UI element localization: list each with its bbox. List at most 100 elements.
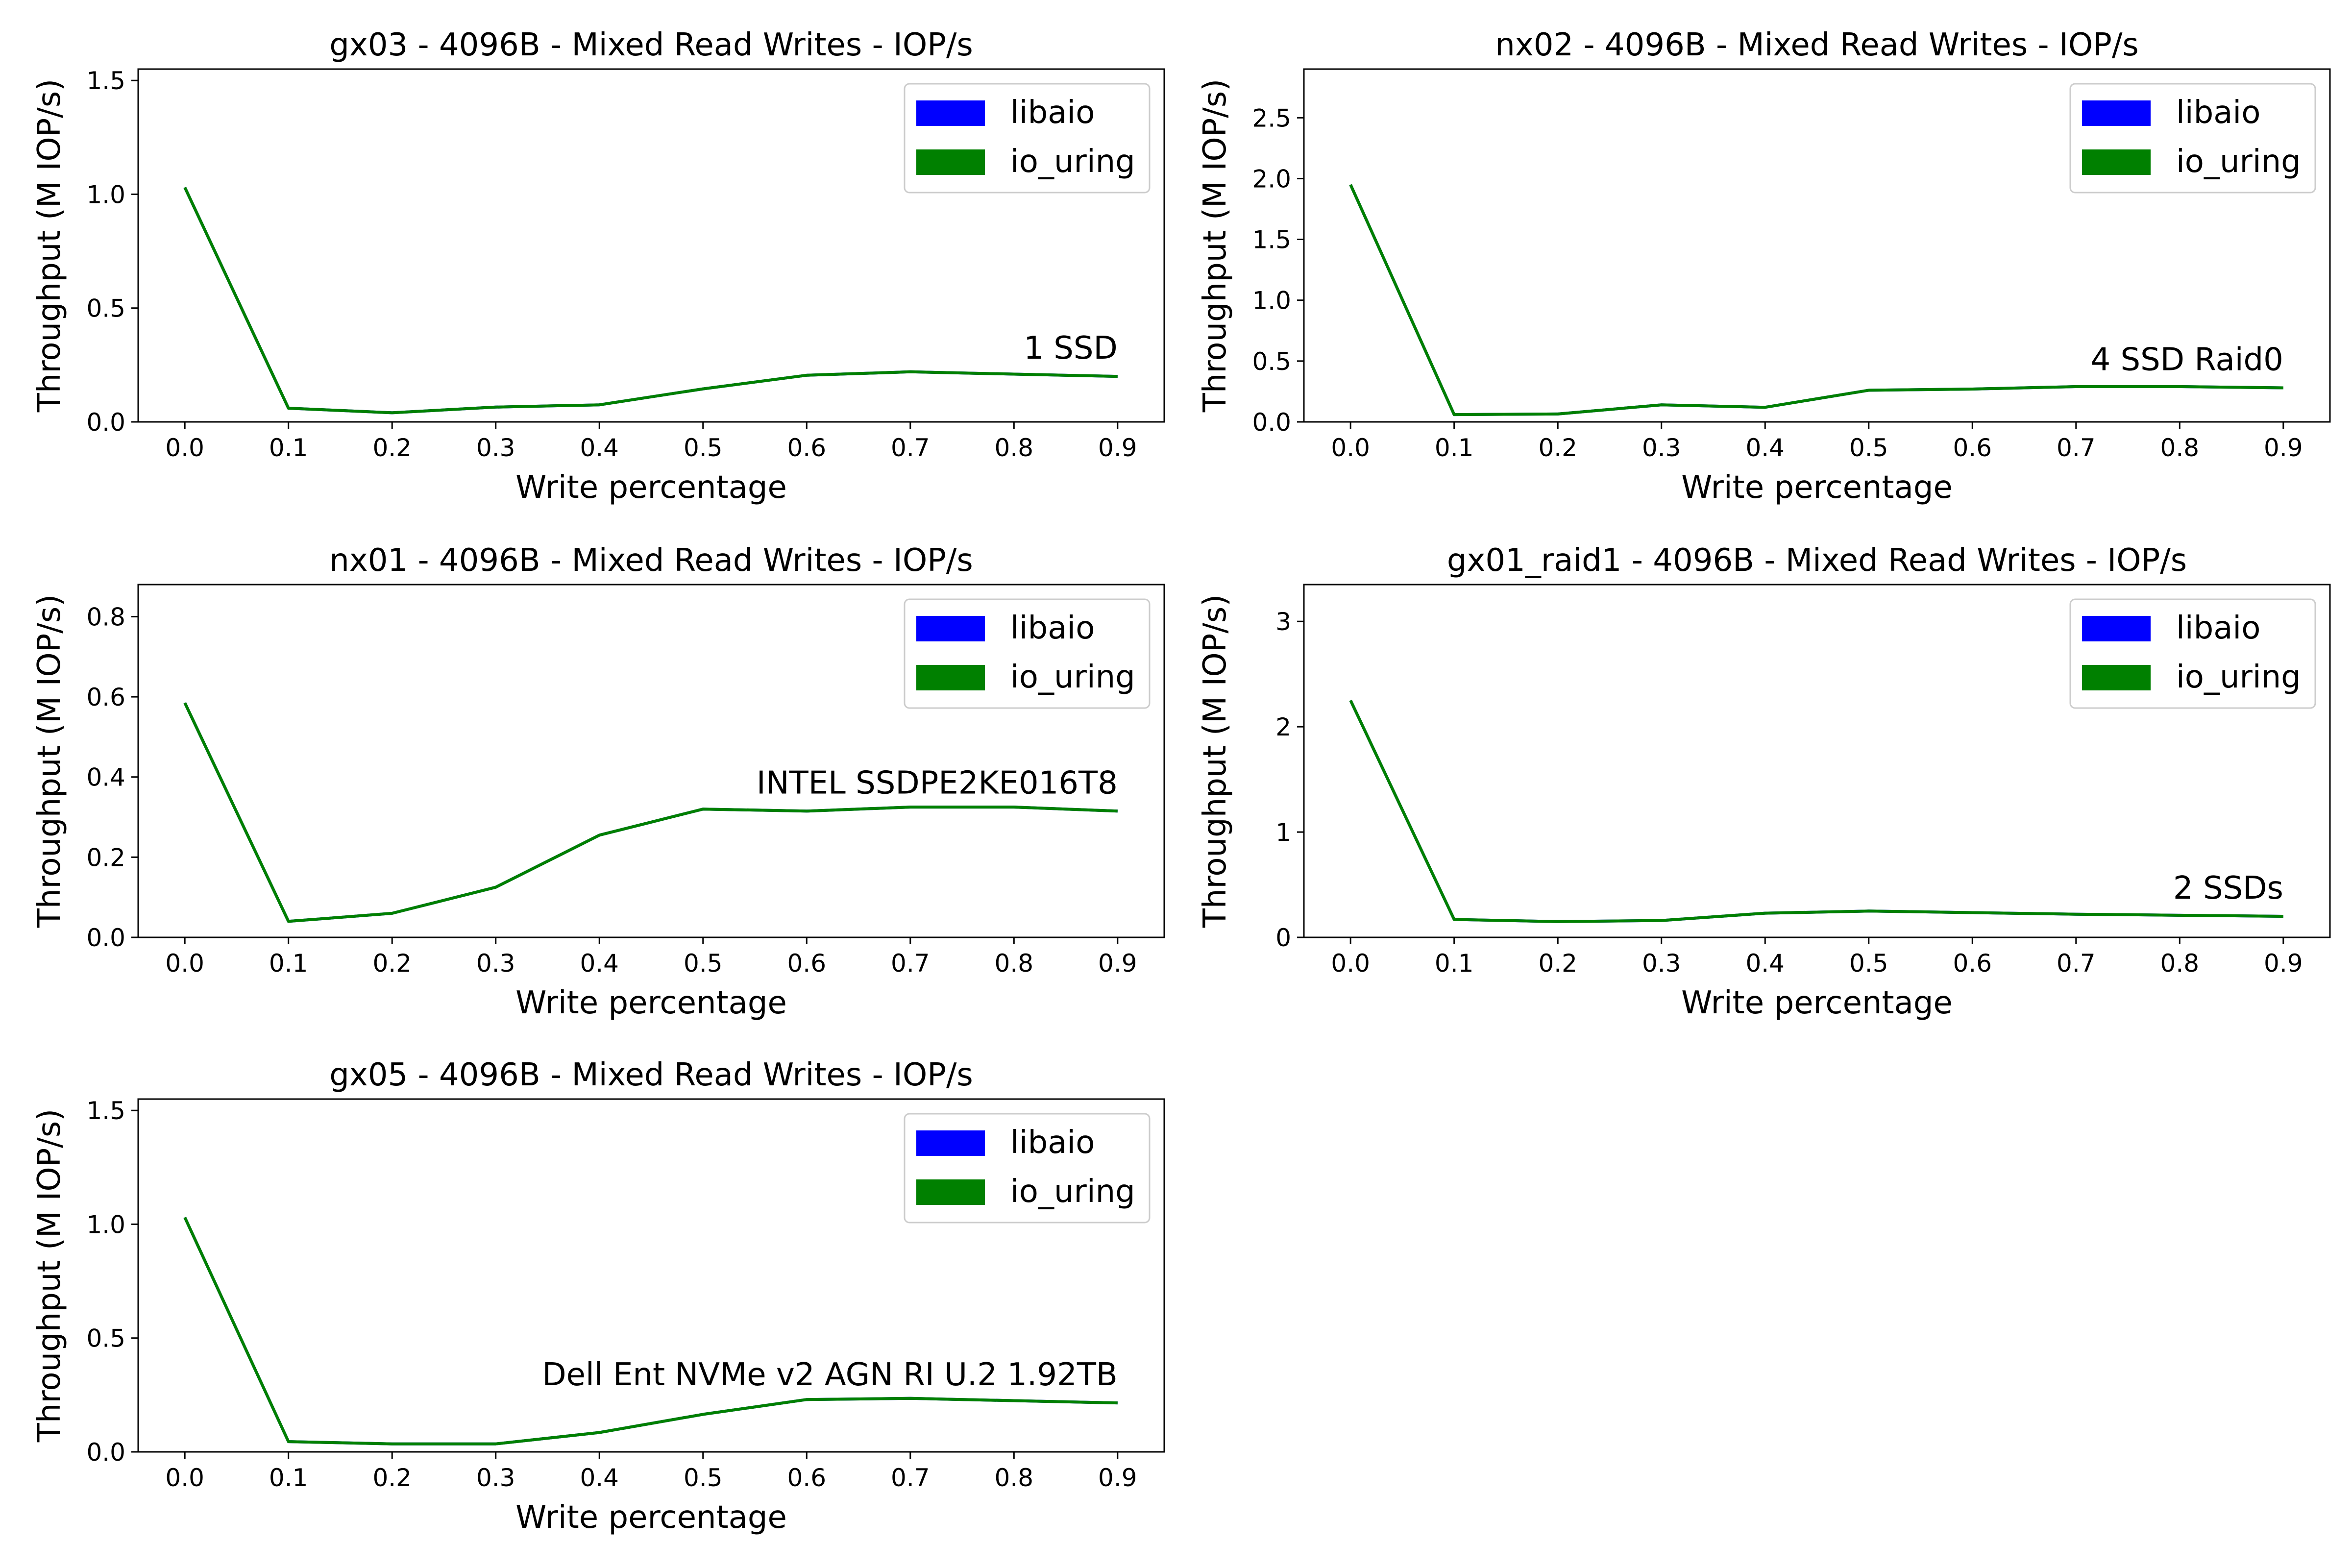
y-axis-label: Throughput (M IOP/s) (1197, 594, 1233, 928)
x-tick-label: 0.1 (1435, 434, 1474, 462)
subplot-5: gx05 - 4096B - Mixed Read Writes - IOP/s… (31, 1057, 1165, 1536)
chart-title: nx02 - 4096B - Mixed Read Writes - IOP/s (1495, 27, 2138, 63)
legend: libaio io_uring (904, 83, 1151, 194)
x-tick-label: 0.2 (372, 1464, 412, 1492)
series-line-libaio (1349, 700, 2283, 923)
y-tick-label: 0.5 (1252, 347, 1291, 376)
legend-label-io-uring: io_uring (2176, 659, 2301, 695)
legend-swatch-libaio (2082, 100, 2151, 126)
x-tick-label: 0.6 (787, 434, 827, 462)
x-tick-label: 0.4 (580, 949, 619, 978)
x-tick-label: 0.3 (1642, 949, 1681, 978)
x-tick-label: 0.8 (2160, 949, 2200, 978)
series-line-io-uring (183, 702, 1118, 923)
x-tick-label: 0.9 (1098, 1464, 1137, 1492)
x-tick-label: 0.9 (2264, 949, 2303, 978)
x-tick-label: 0.9 (1098, 434, 1137, 462)
y-tick-label: 0.0 (86, 924, 125, 952)
x-tick-label: 0.5 (684, 949, 723, 978)
x-axis-label: Write percentage (1681, 469, 1953, 506)
x-tick-label: 0.2 (1538, 434, 1577, 462)
legend: libaio io_uring (904, 598, 1151, 709)
y-axis-label: Throughput (M IOP/s) (1197, 79, 1233, 413)
subplot-2: nx02 - 4096B - Mixed Read Writes - IOP/s… (1197, 27, 2331, 506)
y-tick-label: 0.0 (86, 1438, 125, 1467)
x-tick-label: 0.7 (891, 1464, 930, 1492)
subplot-3: nx01 - 4096B - Mixed Read Writes - IOP/s… (31, 542, 1165, 1021)
series-line-io-uring (183, 187, 1118, 415)
x-tick-label: 0.9 (2264, 434, 2303, 462)
x-tick-label: 0.6 (787, 1464, 827, 1492)
y-tick-label: 1.0 (86, 180, 125, 209)
x-tick-label: 0.7 (2057, 949, 2096, 978)
x-tick-label: 0.1 (269, 434, 308, 462)
legend-swatch-libaio (916, 616, 985, 641)
x-tick-label: 0.0 (1331, 434, 1370, 462)
x-tick-label: 0.0 (165, 949, 204, 978)
y-axis-label: Throughput (M IOP/s) (31, 594, 68, 928)
annotation-label: INTEL SSDPE2KE016T8 (757, 765, 1118, 801)
x-tick-label: 0.0 (165, 1464, 204, 1492)
x-tick-label: 0.6 (1953, 434, 1992, 462)
y-axis-label: Throughput (M IOP/s) (31, 1109, 68, 1443)
x-tick-label: 0.8 (995, 434, 1034, 462)
x-tick-label: 0.5 (1849, 434, 1888, 462)
legend: libaio io_uring (2069, 83, 2316, 194)
legend-swatch-io-uring (916, 149, 985, 175)
annotation-label: 2 SSDs (2173, 870, 2283, 906)
chart-title: gx03 - 4096B - Mixed Read Writes - IOP/s (329, 27, 973, 63)
chart-title: nx01 - 4096B - Mixed Read Writes - IOP/s (329, 542, 973, 579)
x-tick-label: 0.2 (1538, 949, 1577, 978)
x-tick-label: 0.6 (1953, 949, 1992, 978)
x-tick-label: 0.6 (787, 949, 827, 978)
annotation-label: 1 SSD (1024, 330, 1118, 367)
legend-label-libaio: libaio (2176, 610, 2260, 646)
legend-swatch-libaio (2082, 616, 2151, 641)
axes-frame (1303, 68, 2331, 423)
subplot-4: gx01_raid1 - 4096B - Mixed Read Writes -… (1197, 542, 2331, 1021)
x-tick-label: 0.4 (580, 434, 619, 462)
legend-label-libaio: libaio (2176, 95, 2260, 131)
series-line-libaio (183, 1217, 1118, 1446)
x-tick-label: 0.5 (684, 1464, 723, 1492)
x-tick-label: 0.8 (2160, 434, 2200, 462)
series-line-io-uring (183, 1217, 1118, 1446)
y-tick-label: 0.5 (86, 294, 125, 323)
x-tick-label: 0.0 (1331, 949, 1370, 978)
legend-label-io-uring: io_uring (2176, 144, 2301, 180)
x-tick-label: 0.8 (995, 1464, 1034, 1492)
x-tick-label: 0.7 (891, 949, 930, 978)
x-tick-label: 0.4 (580, 1464, 619, 1492)
axes-frame (1303, 584, 2331, 938)
legend-swatch-libaio (916, 100, 985, 126)
legend-label-libaio: libaio (1010, 1125, 1095, 1161)
x-tick-label: 0.3 (1642, 434, 1681, 462)
y-tick-label: 2 (1275, 713, 1291, 741)
x-tick-label: 0.5 (684, 434, 723, 462)
x-tick-label: 0.7 (891, 434, 930, 462)
y-tick-label: 0.0 (86, 408, 125, 437)
legend-label-io-uring: io_uring (1010, 659, 1135, 695)
chart-title: gx05 - 4096B - Mixed Read Writes - IOP/s (329, 1057, 973, 1093)
axes-frame (137, 584, 1165, 938)
series-line-libaio (1349, 184, 2283, 416)
x-tick-label: 0.3 (476, 1464, 515, 1492)
x-tick-label: 0.2 (372, 949, 412, 978)
x-axis-label: Write percentage (1681, 985, 1953, 1021)
series-line-libaio (183, 702, 1118, 923)
legend-label-io-uring: io_uring (1010, 1174, 1135, 1210)
series-line-libaio (183, 187, 1118, 415)
subplot-1: gx03 - 4096B - Mixed Read Writes - IOP/s… (31, 27, 1165, 506)
annotation-label: Dell Ent NVMe v2 AGN RI U.2 1.92TB (542, 1357, 1117, 1393)
legend-label-libaio: libaio (1010, 610, 1095, 646)
y-tick-label: 2.0 (1252, 165, 1291, 193)
series-line-io-uring (1349, 700, 2283, 923)
annotation-label: 4 SSD Raid0 (2090, 342, 2283, 378)
axes-frame (137, 68, 1165, 423)
x-tick-label: 0.1 (1435, 949, 1474, 978)
y-tick-label: 2.5 (1252, 104, 1291, 132)
x-tick-label: 0.3 (476, 949, 515, 978)
y-tick-label: 1.5 (86, 67, 125, 95)
legend-label-io-uring: io_uring (1010, 144, 1135, 180)
chart-title: gx01_raid1 - 4096B - Mixed Read Writes -… (1447, 542, 2187, 579)
